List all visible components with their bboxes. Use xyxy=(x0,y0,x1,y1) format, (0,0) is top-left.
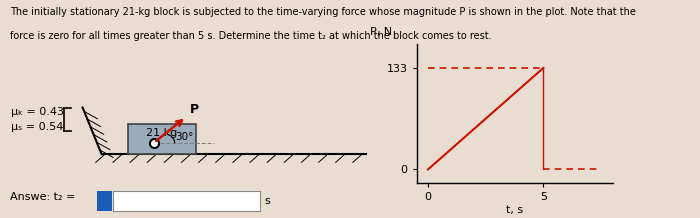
Text: Answe: t₂ =: Answe: t₂ = xyxy=(10,192,76,202)
Text: P: P xyxy=(190,103,199,116)
Text: s: s xyxy=(265,196,270,206)
Text: μₛ = 0.54: μₛ = 0.54 xyxy=(10,121,63,131)
Text: The initially stationary 21-kg block is subjected to the time-varying force whos: The initially stationary 21-kg block is … xyxy=(10,7,636,17)
Text: μₖ = 0.43: μₖ = 0.43 xyxy=(10,107,64,117)
Bar xyxy=(128,124,196,154)
Text: 21 kg: 21 kg xyxy=(146,128,178,138)
Text: 30°: 30° xyxy=(176,132,194,142)
Text: force is zero for all times greater than 5 s. Determine the time t₂ at which the: force is zero for all times greater than… xyxy=(10,31,492,41)
Y-axis label: P, N: P, N xyxy=(370,27,392,37)
X-axis label: t, s: t, s xyxy=(506,205,523,215)
